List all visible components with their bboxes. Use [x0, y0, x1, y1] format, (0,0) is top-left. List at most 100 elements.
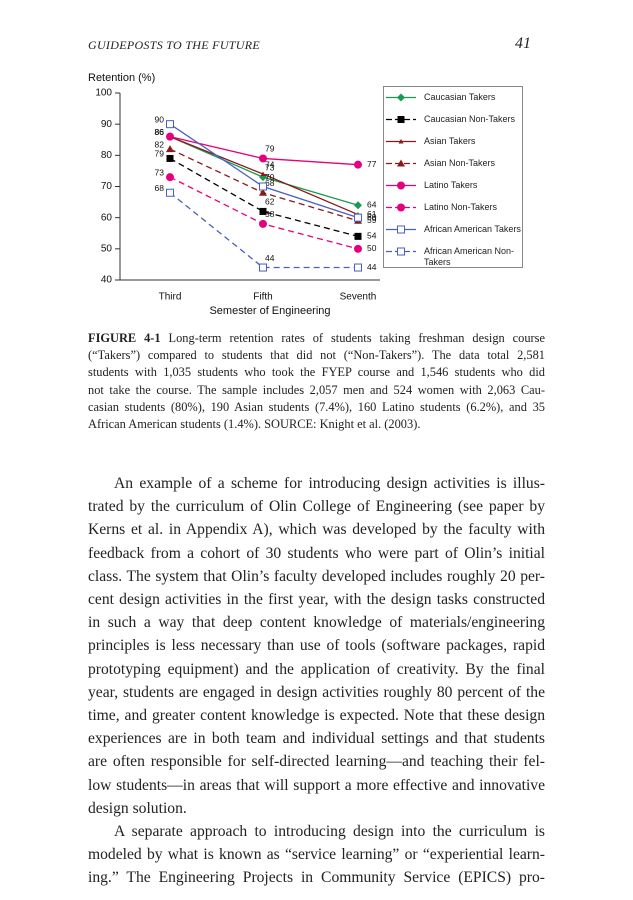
data-label: 86 [155, 127, 165, 137]
caption-line: casian students (80%), 190 Asian student… [88, 399, 545, 416]
text-line: class. The system that Olin’s faculty de… [88, 567, 545, 585]
caption-text: African American students (1.4%). SOURCE… [88, 417, 421, 432]
data-label: 74 [265, 159, 275, 169]
legend-swatch [386, 225, 416, 234]
data-label: 68 [155, 183, 165, 193]
y-tick-label: 50 [101, 243, 113, 254]
marker [354, 201, 362, 210]
marker [354, 213, 362, 222]
legend-entry: Latino Non-Takers [384, 202, 522, 224]
data-label: 58 [265, 209, 275, 219]
y-axis-title: Retention (%) [88, 72, 155, 84]
marker [354, 160, 362, 169]
data-label: 62 [265, 197, 275, 207]
caption-label: FIGURE 4-1 [88, 331, 161, 345]
data-label: 86 [155, 127, 165, 137]
caption-text: students with 1,035 students who took th… [88, 365, 545, 380]
legend-label: African American Takers [424, 224, 521, 234]
marker [166, 188, 174, 197]
legend-entry: Caucasian Non-Takers [384, 114, 522, 136]
text-line: in such a way that deep content knowledg… [88, 614, 545, 632]
legend-label: Latino Takers [424, 180, 478, 190]
marker [166, 132, 174, 141]
legend-swatch [386, 139, 416, 144]
y-tick-label: 70 [101, 181, 113, 192]
series-line [169, 157, 359, 237]
marker [166, 145, 174, 153]
x-axis-title: Semester of Engineering [209, 305, 330, 317]
marker [260, 171, 266, 177]
text-line: feedback from a cohort of 30 students wh… [88, 544, 545, 562]
legend-swatch [386, 116, 416, 123]
marker [354, 232, 362, 240]
paragraph: An example of a scheme for introducing d… [88, 472, 545, 820]
marker [166, 173, 174, 182]
text-line: are often responsible for self-directed … [88, 753, 545, 771]
y-tick-label: 90 [101, 119, 113, 130]
marker [259, 263, 267, 272]
legend: Caucasian Takers Caucasian Non-Takers Asia… [383, 86, 523, 268]
text-line: year, students are engaged in design act… [88, 683, 545, 701]
marker [397, 247, 405, 256]
marker [259, 154, 267, 163]
legend-entry: African American Non-Takers [384, 246, 522, 268]
text-line: Kerns et al. in Appendix A), which was d… [88, 521, 545, 539]
marker [166, 154, 174, 162]
legend-swatch [386, 159, 416, 167]
data-label: 60 [367, 212, 377, 222]
legend-entry: African American Takers [384, 224, 522, 246]
legend-label: Latino Non-Takers [424, 202, 498, 212]
text-line: principles is less necessary than use of… [88, 637, 545, 655]
caption-text: casian students (80%), 190 Asian student… [88, 399, 545, 414]
data-label: 70 [265, 172, 275, 182]
legend-entry: Asian Non-Takers [384, 158, 522, 180]
data-label: 79 [155, 149, 165, 159]
data-label: 82 [155, 139, 165, 149]
caption-text: (“Takers”) compared to students that did… [88, 348, 545, 363]
data-label: 64 [367, 199, 377, 209]
legend-label: Caucasian Non-Takers [424, 114, 516, 124]
text-line: low students—in areas that will support … [88, 776, 545, 794]
caption-text: not take the course. The sample includes… [88, 382, 545, 397]
caption-text: Long-term retention rates of students ta… [168, 331, 545, 345]
legend-entry: Latino Takers [384, 180, 522, 202]
data-label: 86 [155, 127, 165, 137]
chart: Retention (%) Semester of Engineering 40… [88, 72, 380, 317]
caption-line: (“Takers”) compared to students that did… [88, 347, 545, 364]
marker [166, 120, 174, 129]
data-label: 77 [367, 159, 377, 169]
text-line: time, and greater content knowledge is e… [88, 707, 545, 725]
text-line: prototyping equipment) and the applicati… [88, 660, 545, 678]
page-number: 41 [515, 35, 531, 52]
x-tick-label: Fifth [253, 292, 272, 303]
figure-caption: FIGURE 4-1 Long-term retention rates of … [88, 330, 545, 433]
legend-entry: Asian Takers [384, 136, 522, 158]
text-line: An example of a scheme for introducing d… [114, 475, 545, 492]
data-label: 90 [155, 114, 165, 124]
y-tick-label: 100 [95, 88, 112, 99]
marker [397, 159, 405, 167]
legend-label: Asian Non-Takers [424, 158, 496, 168]
marker [259, 207, 267, 215]
legend-entry: Caucasian Takers [384, 92, 522, 114]
data-label: 54 [367, 231, 377, 241]
legend-label: Asian Takers [424, 136, 476, 146]
marker [397, 93, 405, 102]
paragraph: A separate approach to introducing desig… [88, 820, 545, 890]
marker [397, 181, 405, 190]
marker [259, 188, 267, 196]
text-line: experiences are in both team and individ… [88, 730, 545, 748]
y-tick-label: 40 [101, 275, 113, 286]
body-text: An example of a scheme for introducing d… [88, 472, 545, 890]
data-label: 61 [367, 209, 377, 219]
text-line: modeled by what is known as “service lea… [88, 846, 545, 864]
data-label: 68 [265, 178, 275, 188]
y-tick-label: 80 [101, 150, 113, 161]
data-label: 79 [265, 144, 275, 154]
caption-line: African American students (1.4%). SOURCE… [88, 416, 545, 433]
legend-swatch [386, 247, 416, 256]
text-line: cent design activities in the first year… [88, 591, 545, 609]
data-label: 73 [155, 167, 165, 177]
caption-line: students with 1,035 students who took th… [88, 364, 545, 381]
